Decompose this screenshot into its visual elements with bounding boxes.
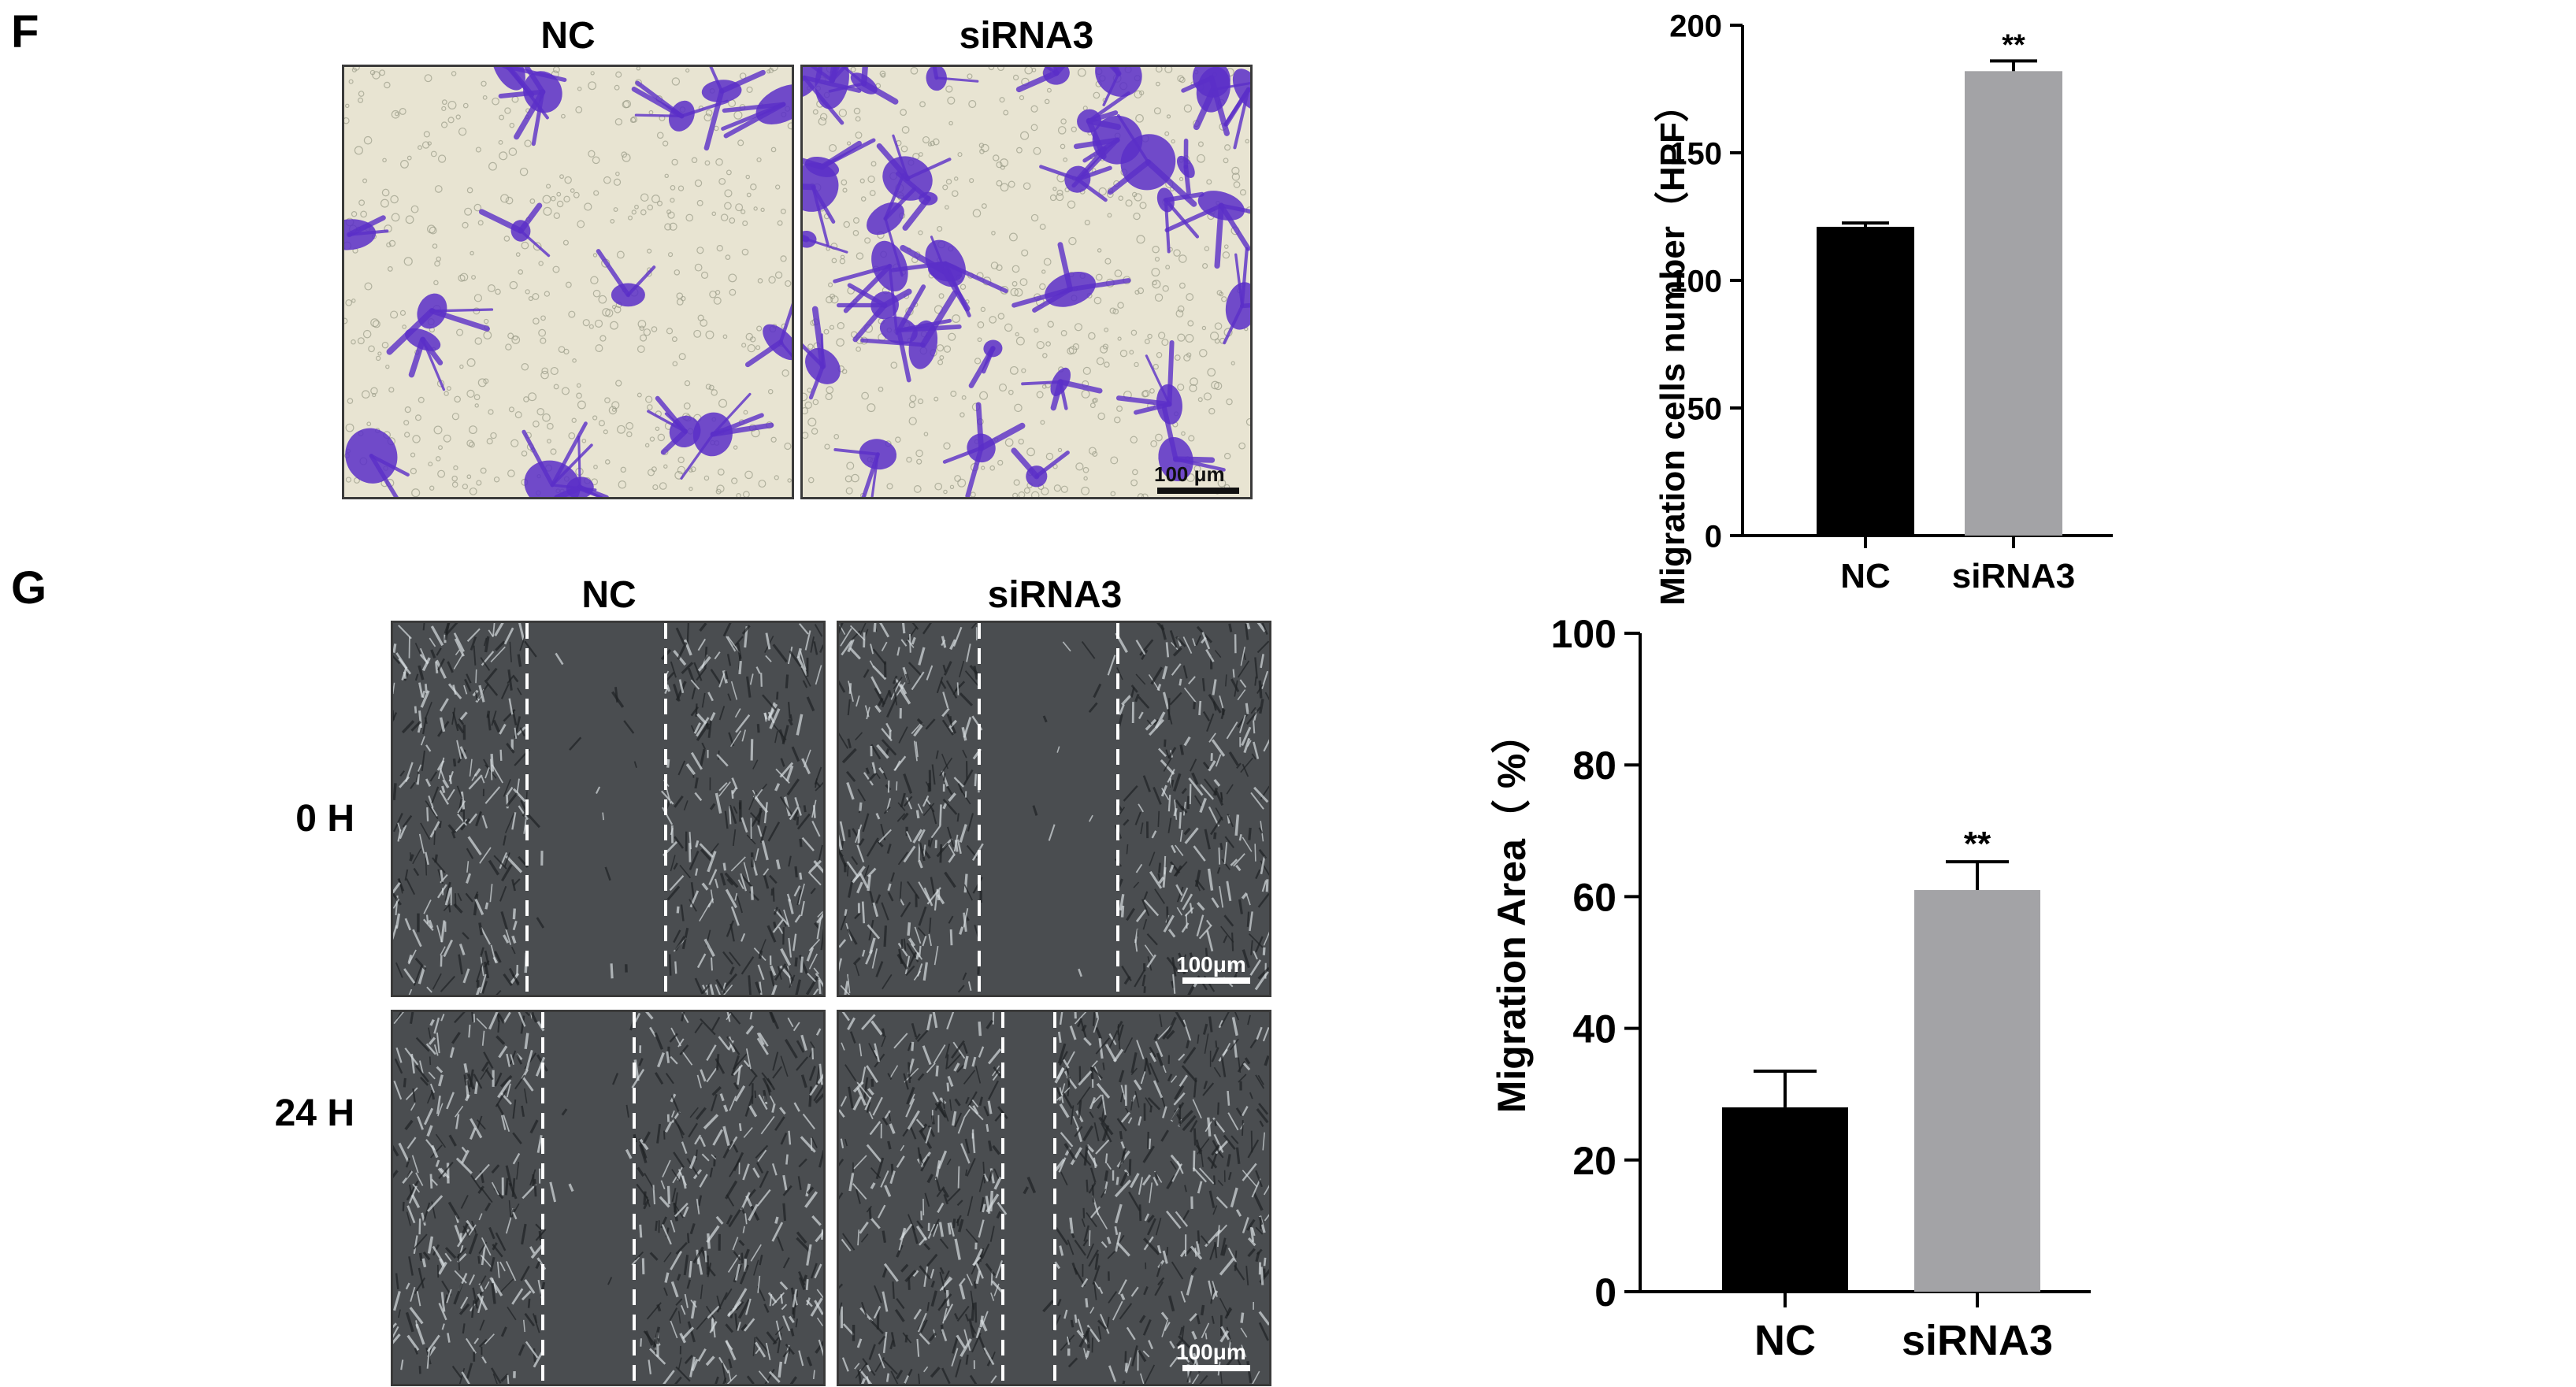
- bars: **: [1722, 825, 2040, 1292]
- transwell-image-sirna3: 100 μm: [800, 65, 1253, 499]
- y-tick-label: 60: [1572, 875, 1616, 919]
- scale-bar-label: 100μm: [1176, 952, 1246, 977]
- migration-area-chart: Migration Area（ %） 0 20 40 60 80 100 ** NC siR…: [1490, 612, 2091, 1364]
- y-tick-label: 80: [1572, 744, 1616, 788]
- scratch-image-sirna3-24h: 100μm: [837, 1010, 1271, 1386]
- y-tick-label: 0: [1594, 1270, 1616, 1315]
- migration-cells-chart: Migration cells number（HPF） 0 50 100 150 200…: [1654, 9, 2113, 606]
- y-tick-label: 0: [1705, 519, 1722, 554]
- row-label-0h: 0 H: [295, 798, 354, 840]
- cell-stain-overlay: [344, 67, 792, 497]
- x-tick-label: NC: [1840, 557, 1891, 595]
- bar-nc: [1722, 1107, 1848, 1292]
- bars: **: [1817, 28, 2062, 536]
- x-tick-label: NC: [1754, 1317, 1816, 1364]
- bar-sirna3: [1914, 890, 2040, 1292]
- y-tick-label: 150: [1669, 136, 1722, 171]
- scale-bar-label: 100 μm: [1154, 462, 1225, 486]
- significance-marker: **: [2002, 28, 2025, 61]
- cell-texture-overlay: [839, 1012, 1269, 1384]
- panel-letter-g: G: [11, 562, 47, 614]
- transwell-image-nc: [342, 65, 794, 499]
- y-tick-label: 100: [1551, 612, 1616, 656]
- x-axis-labels: NC siRNA3: [1754, 1292, 2053, 1364]
- y-axis-label: Migration cells number（HPF）: [1654, 87, 1692, 606]
- cell-texture-overlay: [393, 623, 823, 995]
- panel-f-col-title-nc: NC: [540, 15, 596, 57]
- y-axis-ticks: 0 20 40 60 80 100: [1551, 612, 2091, 1315]
- panel-f-col-title-sirna3: siRNA3: [959, 15, 1094, 57]
- scratch-image-nc-24h: [391, 1010, 826, 1386]
- x-tick-label: siRNA3: [1952, 557, 2076, 595]
- row-label-24h: 24 H: [274, 1092, 354, 1134]
- y-axis-label: Migration Area（ %）: [1490, 714, 1534, 1114]
- y-tick-label: 20: [1572, 1139, 1616, 1183]
- significance-marker: **: [1964, 825, 1991, 863]
- scale-bar: [1182, 1365, 1250, 1371]
- x-tick-label: siRNA3: [1902, 1317, 2053, 1364]
- bar-nc: [1817, 226, 1914, 536]
- panel-g-col-title-nc: NC: [581, 574, 637, 616]
- x-axis-labels: NC siRNA3: [1840, 536, 2075, 595]
- y-tick-label: 200: [1669, 9, 1722, 43]
- y-tick-label: 50: [1687, 391, 1723, 426]
- y-tick-label: 100: [1669, 264, 1722, 299]
- scratch-image-sirna3-0h: 100μm: [837, 621, 1271, 997]
- y-tick-label: 40: [1572, 1007, 1616, 1051]
- scratch-image-nc-0h: [391, 621, 826, 997]
- cell-stain-overlay: [803, 67, 1250, 497]
- panel-g-col-title-sirna3: siRNA3: [987, 574, 1123, 616]
- scale-bar: [1182, 977, 1250, 984]
- bar-sirna3: [1965, 71, 2062, 536]
- panel-letter-f: F: [11, 6, 39, 57]
- scale-bar: [1157, 488, 1239, 494]
- scale-bar-label: 100μm: [1176, 1340, 1246, 1364]
- cell-texture-overlay: [839, 623, 1269, 995]
- cell-texture-overlay: [393, 1012, 823, 1384]
